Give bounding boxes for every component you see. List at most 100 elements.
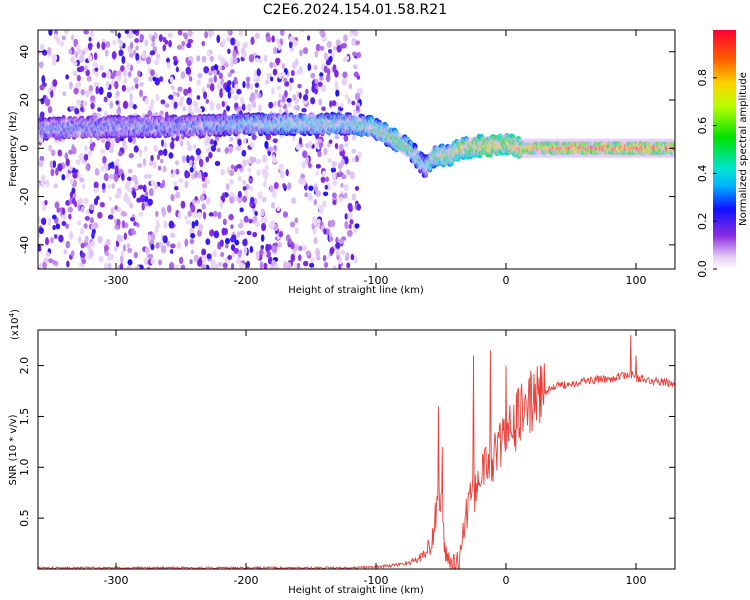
spectrogram-cell <box>321 106 326 112</box>
spectrogram-cell <box>220 251 225 258</box>
spectrogram-cell <box>328 139 333 144</box>
spectrogram-cell <box>242 186 247 191</box>
spectrogram-cell <box>281 71 286 78</box>
spectrogram-cell <box>242 137 247 145</box>
spectrogram-cell <box>78 152 84 161</box>
spectrogram-cell <box>245 76 251 82</box>
spectrogram-cell <box>346 169 351 176</box>
spectrogram-cell <box>158 34 163 43</box>
spectrogram-cell <box>79 177 85 183</box>
spectrogram-cell <box>272 68 278 76</box>
spectrogram-cell <box>255 251 260 261</box>
spectrogram-cell <box>335 39 341 47</box>
spectrogram-cell <box>288 84 293 92</box>
x-tick-label: 0 <box>503 574 510 587</box>
spectrogram-cell <box>338 162 343 170</box>
spectrogram-cell <box>208 77 214 84</box>
spectrogram-cell <box>254 57 260 63</box>
snr-exponent: (x104) <box>8 309 21 340</box>
spectrogram-cell <box>232 57 238 65</box>
y-tick-label: 1.5 <box>18 408 31 426</box>
spectrogram-cell <box>323 52 328 60</box>
spectrogram-cell <box>328 232 333 238</box>
spectrogram-cell <box>210 145 217 152</box>
spectrogram-cell <box>327 252 331 258</box>
spectrogram-cell <box>213 139 218 147</box>
spectrogram-cell <box>173 101 178 109</box>
spectrogram-cell <box>345 55 350 61</box>
spectrogram-cell <box>182 155 187 164</box>
spectrogram-cell <box>279 171 285 179</box>
spectrogram-cell <box>332 265 337 269</box>
spectrogram-cell <box>93 187 99 193</box>
spectrogram-cell <box>151 232 156 241</box>
spectrogram-cell <box>40 174 46 182</box>
spectrogram-cell <box>80 106 84 112</box>
spectrogram-cell <box>48 30 53 36</box>
spectrogram-cell <box>323 228 327 235</box>
spectrogram-cell <box>349 171 355 180</box>
spectrogram-cell <box>136 163 143 168</box>
spectrogram-cell <box>201 254 207 263</box>
spectrogram-cell <box>131 174 138 182</box>
spectrogram-cell <box>176 241 182 250</box>
spectrogram-cell <box>312 215 317 224</box>
spectrogram-cell <box>129 92 133 101</box>
spectrogram-cell <box>167 32 173 38</box>
spectrogram-cell <box>76 99 82 106</box>
spectrogram-cell <box>48 144 53 152</box>
spectrogram-cell <box>53 234 58 239</box>
spectrogram-cell <box>213 210 218 218</box>
spectrogram-cell <box>194 219 199 227</box>
spectrogram-cell <box>127 71 132 78</box>
spectrogram-cell <box>108 196 112 201</box>
spectrogram-cell <box>236 231 241 238</box>
spectrogram-cell <box>227 72 233 78</box>
spectrogram-cell <box>218 64 222 72</box>
spectrogram-cell <box>189 159 193 166</box>
spectrogram-cell <box>229 179 234 185</box>
spectrogram-cell <box>218 72 223 80</box>
spectrogram-cell <box>57 149 63 157</box>
spectrogram-cell <box>68 49 73 55</box>
spectrogram-cell <box>99 201 105 208</box>
spectrogram-cell <box>93 52 98 61</box>
spectrogram-cell <box>270 202 276 209</box>
spectrogram-cell <box>340 43 346 49</box>
spectrogram-cell <box>179 96 185 102</box>
spectrogram-cell <box>83 47 89 53</box>
spectrogram-cell <box>325 74 331 83</box>
colorbar-tick-label: 0.6 <box>696 117 709 135</box>
spectrogram-cell <box>128 202 134 209</box>
spectrogram-cell <box>321 170 327 177</box>
spectrogram-cell <box>316 218 321 224</box>
spectrogram-cell <box>179 140 184 147</box>
spectrogram-cell <box>187 30 193 37</box>
spectrogram-cell <box>178 256 184 265</box>
spectrogram-cell <box>159 76 164 82</box>
spectrogram-cell <box>326 68 331 76</box>
spectrogram-cell <box>150 258 156 265</box>
spectrogram-cell <box>252 231 258 238</box>
spectrogram-cell <box>347 229 353 238</box>
spectrogram-cell <box>307 192 312 198</box>
spectrogram-cell <box>344 93 349 100</box>
spectrogram-cell <box>307 141 313 147</box>
spectrogram-cell <box>209 55 214 62</box>
spectrogram-cell <box>95 195 100 201</box>
spectrogram-cell <box>238 30 244 37</box>
spectrogram-cell <box>98 255 104 263</box>
x-tick-label: 100 <box>626 274 647 287</box>
spectrogram-cell <box>233 195 239 202</box>
spectrogram-cell <box>255 158 262 165</box>
spectrogram-cell <box>236 164 242 169</box>
spectrogram-cell <box>139 89 143 98</box>
spectrogram-cell <box>87 150 93 156</box>
spectrogram-cell <box>201 40 206 47</box>
spectrogram-cell <box>170 141 175 150</box>
spectrogram-cell <box>54 201 60 209</box>
spectrogram-cell <box>190 232 196 239</box>
spectrogram-cell <box>223 62 229 68</box>
spectrogram-cell <box>271 35 275 43</box>
spectrogram-cell <box>47 47 52 55</box>
